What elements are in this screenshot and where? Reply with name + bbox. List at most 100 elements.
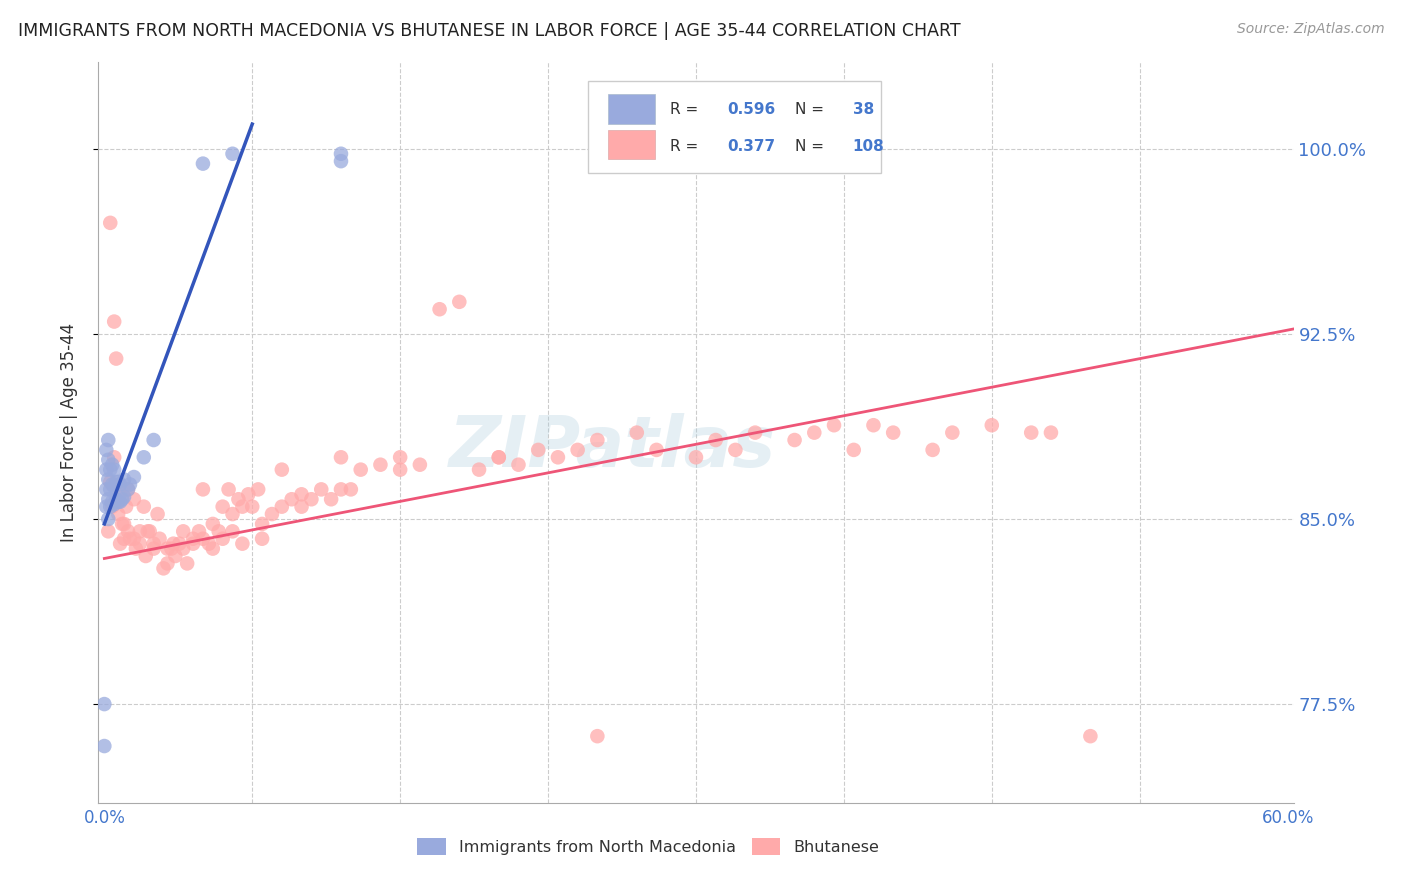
Point — [882, 425, 904, 440]
Point — [111, 492, 134, 507]
Point — [160, 541, 183, 556]
Text: N =: N = — [796, 102, 830, 117]
Point — [218, 483, 240, 497]
Point — [250, 516, 273, 531]
FancyBboxPatch shape — [607, 95, 655, 124]
Point — [823, 418, 845, 433]
Point — [330, 483, 353, 497]
Point — [626, 425, 648, 440]
Point — [96, 462, 118, 476]
Text: 0.377: 0.377 — [727, 138, 775, 153]
Text: R =: R = — [669, 102, 703, 117]
Point — [429, 302, 451, 317]
Point — [101, 458, 124, 472]
Point — [135, 549, 157, 563]
Point — [191, 156, 214, 170]
Point — [321, 492, 343, 507]
Point — [1080, 729, 1102, 743]
Point — [340, 483, 363, 497]
Text: 0.596: 0.596 — [727, 102, 775, 117]
Point — [98, 500, 121, 514]
Point — [370, 458, 392, 472]
Point — [198, 536, 221, 550]
Point — [389, 450, 412, 465]
Point — [270, 462, 292, 476]
Point — [97, 452, 120, 467]
Point — [128, 524, 150, 539]
Point — [105, 351, 128, 366]
Point — [211, 500, 233, 514]
Point — [103, 462, 125, 476]
Point — [181, 532, 204, 546]
Point — [240, 500, 263, 514]
Point — [201, 541, 224, 556]
Point — [101, 494, 124, 508]
Point — [221, 507, 243, 521]
Text: 0.0%: 0.0% — [83, 808, 125, 827]
Point — [107, 494, 129, 508]
Point — [162, 536, 184, 550]
Point — [115, 500, 138, 514]
Point — [98, 216, 121, 230]
Point — [488, 450, 510, 465]
Point — [724, 442, 747, 457]
Point — [101, 477, 124, 491]
Point — [488, 450, 510, 465]
Point — [221, 524, 243, 539]
Text: ZIPatlas: ZIPatlas — [449, 413, 776, 482]
Point — [238, 487, 260, 501]
Point — [132, 450, 155, 465]
Y-axis label: In Labor Force | Age 35-44: In Labor Force | Age 35-44 — [59, 323, 77, 542]
Point — [191, 532, 214, 546]
Point — [108, 536, 131, 550]
Point — [172, 541, 194, 556]
Point — [146, 507, 169, 521]
Point — [231, 500, 253, 514]
Point — [105, 492, 128, 507]
FancyBboxPatch shape — [589, 81, 882, 173]
Point — [169, 536, 191, 550]
Point — [97, 512, 120, 526]
Point — [586, 729, 609, 743]
Point — [142, 433, 165, 447]
Point — [231, 536, 253, 550]
Point — [97, 473, 120, 487]
Text: 108: 108 — [852, 138, 884, 153]
Text: Source: ZipAtlas.com: Source: ZipAtlas.com — [1237, 22, 1385, 37]
Point — [117, 524, 139, 539]
Point — [98, 462, 121, 476]
Point — [201, 516, 224, 531]
Point — [128, 536, 150, 550]
Point — [118, 532, 141, 546]
Point — [103, 480, 125, 494]
Point — [744, 425, 766, 440]
Point — [97, 433, 120, 447]
Point — [645, 442, 668, 457]
Point — [188, 524, 211, 539]
Point — [547, 450, 569, 465]
Point — [107, 507, 129, 521]
Point — [138, 524, 160, 539]
Point — [111, 516, 134, 531]
Point — [330, 450, 353, 465]
Point — [270, 500, 292, 514]
Point — [103, 314, 125, 328]
Point — [96, 442, 118, 457]
Point — [107, 475, 129, 489]
Text: IMMIGRANTS FROM NORTH MACEDONIA VS BHUTANESE IN LABOR FORCE | AGE 35-44 CORRELAT: IMMIGRANTS FROM NORTH MACEDONIA VS BHUTA… — [18, 22, 960, 40]
Text: 60.0%: 60.0% — [1261, 808, 1313, 827]
Point — [508, 458, 530, 472]
Point — [148, 532, 170, 546]
Point — [122, 492, 145, 507]
Point — [108, 477, 131, 491]
Legend: Immigrants from North Macedonia, Bhutanese: Immigrants from North Macedonia, Bhutane… — [411, 832, 886, 862]
Point — [208, 524, 231, 539]
Point — [330, 154, 353, 169]
Point — [132, 500, 155, 514]
Point — [350, 462, 373, 476]
Point — [842, 442, 865, 457]
Point — [181, 536, 204, 550]
Point — [211, 532, 233, 546]
Point — [250, 532, 273, 546]
Point — [1019, 425, 1042, 440]
